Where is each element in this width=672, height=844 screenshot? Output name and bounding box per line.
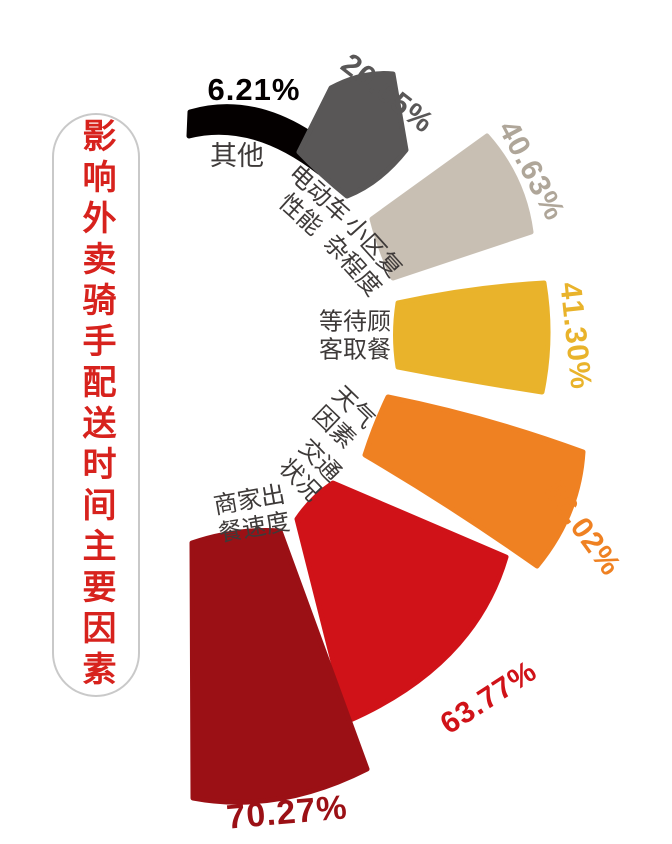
rose-wedge-community-complexity [369, 133, 534, 281]
rose-wedge-weather [362, 394, 586, 569]
chart-title: 影响外卖骑手配送时间主要因素 [77, 118, 115, 692]
rose-wedge-restaurant-speed [189, 528, 370, 805]
rose-wedge-waiting-customer [393, 280, 551, 395]
rose-wedge-traffic [294, 480, 509, 724]
slice-label-other: 其他 [210, 141, 264, 172]
slice-value-other: 6.21% [207, 72, 301, 107]
slice-label-waiting-customer: 等待顾 客取餐 [319, 308, 391, 364]
chart-title-pill: 影响外卖骑手配送时间主要因素 [52, 113, 140, 697]
rose-wedge-ebike-performance [296, 71, 409, 199]
